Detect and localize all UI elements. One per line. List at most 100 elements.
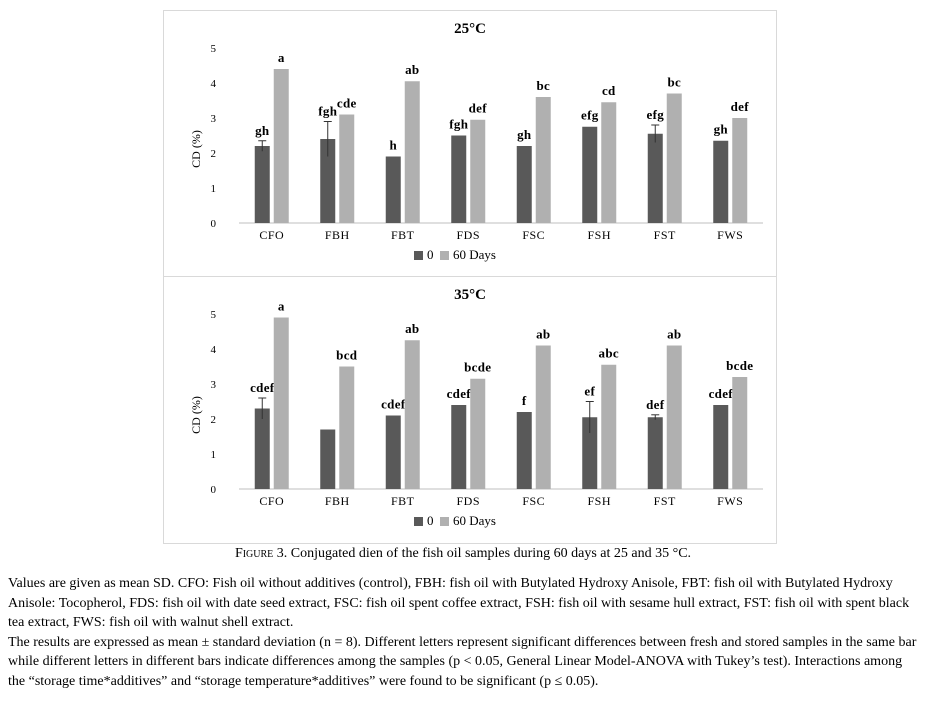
x-tick-label: FBT (391, 228, 415, 242)
significance-label: def (646, 397, 665, 412)
significance-label: f (522, 393, 527, 408)
chart-title: 25°C (454, 21, 486, 37)
bar-day0 (385, 156, 401, 223)
significance-label: cdef (250, 380, 275, 395)
bar-day0 (385, 415, 401, 489)
y-axis-label: CD (%) (189, 396, 203, 434)
bar-day60 (339, 114, 355, 223)
y-tick-label: 5 (211, 309, 217, 321)
bar-day0 (320, 429, 336, 489)
bar-day60 (470, 119, 486, 223)
significance-label: bc (667, 74, 681, 89)
y-tick-label: 4 (211, 344, 217, 356)
y-tick-label: 3 (211, 113, 217, 125)
y-tick-label: 0 (211, 218, 217, 230)
bar-day60 (470, 378, 486, 489)
chart-35c: 35°C CD (%) 0 1 2 3 4 5 CFO cdef a FBH bcd FBT cdef ab F… (189, 287, 763, 528)
figure-label: Figure 3. (234, 546, 288, 561)
significance-label: ef (584, 384, 595, 399)
significance-label: bcde (464, 360, 491, 375)
significance-label: ab (536, 326, 550, 341)
significance-label: fgh (449, 116, 468, 131)
y-tick-label: 5 (211, 43, 217, 55)
y-axis-label: CD (%) (189, 130, 203, 168)
significance-label: bc (536, 78, 550, 93)
notes-abbreviations: Values are given as mean SD. CFO: Fish o… (8, 576, 910, 630)
bar-day0 (451, 135, 467, 223)
significance-label: gh (714, 122, 729, 137)
legend-label: 60 Days (453, 247, 496, 262)
y-tick-label: 3 (211, 379, 217, 391)
significance-label: cd (602, 83, 616, 98)
bar-day60 (404, 340, 420, 489)
figure-notes: Values are given as mean SD. CFO: Fish o… (8, 574, 918, 691)
significance-label: abc (599, 346, 619, 361)
x-tick-label: CFO (259, 494, 284, 508)
legend-swatch (440, 251, 449, 260)
significance-label: def (731, 99, 750, 114)
bar-day60 (339, 366, 355, 489)
significance-label: cdef (381, 396, 406, 411)
bar-day60 (601, 364, 617, 489)
y-tick-label: 1 (211, 449, 217, 461)
chart-title: 35°C (454, 287, 486, 303)
bar-day60 (732, 118, 748, 223)
y-tick-label: 0 (211, 484, 217, 496)
bar-day0 (647, 417, 663, 489)
chart-25c: 25°CCD (%)012345CFOghaFBHfghcdeFBThabFDS… (189, 21, 763, 262)
bar-day0 (516, 146, 532, 223)
figure-caption-text: Conjugated dien of the fish oil samples … (287, 546, 692, 561)
significance-label: gh (517, 127, 532, 142)
x-tick-label: FSC (522, 494, 545, 508)
chart-panel-25c: 25°C CD (%) 0 1 2 3 4 5 CFO gh a FBH fgh cde FBT h ab FDS… (163, 10, 777, 278)
legend-label: 60 Days (453, 513, 496, 528)
bar-day0 (713, 140, 729, 223)
significance-label: ab (405, 321, 419, 336)
bar-day0 (647, 133, 663, 223)
significance-label: cdef (447, 386, 472, 401)
significance-label: ab (405, 62, 419, 77)
bar-day0 (582, 126, 598, 223)
x-tick-label: FBH (325, 228, 350, 242)
legend-swatch (414, 517, 423, 526)
bar-day0 (713, 405, 729, 489)
bar-day60 (601, 102, 617, 223)
notes-statistics: The results are expressed as mean ± stan… (8, 634, 917, 689)
y-tick-label: 1 (211, 183, 217, 195)
bar-day60 (404, 81, 420, 223)
significance-label: fgh (318, 104, 337, 119)
y-tick-label: 2 (211, 148, 217, 160)
x-tick-label: FST (654, 494, 676, 508)
chart-panel-35c: 35°C CD (%) 0 1 2 3 4 5 CFO cdef a FBH bcd FBT cdef ab F… (163, 276, 777, 544)
figure-caption: Figure 3. Conjugated dien of the fish oi… (0, 546, 926, 562)
significance-label: efg (647, 107, 665, 122)
x-tick-label: FDS (456, 228, 480, 242)
significance-label: efg (581, 108, 599, 123)
significance-label: a (278, 50, 285, 65)
significance-label: a (278, 298, 285, 313)
significance-label: gh (255, 123, 270, 138)
bar-day60 (666, 93, 682, 223)
x-tick-label: FSH (587, 494, 611, 508)
y-tick-label: 2 (211, 414, 217, 426)
significance-label: bcde (726, 358, 753, 373)
bar-day60 (666, 345, 682, 489)
bar-day60 (535, 345, 551, 489)
x-tick-label: FBT (391, 494, 415, 508)
significance-label: def (469, 101, 488, 116)
legend-swatch (440, 517, 449, 526)
legend-swatch (414, 251, 423, 260)
bar-day60 (535, 97, 551, 223)
bar-day0 (254, 146, 270, 223)
significance-label: bcd (336, 347, 358, 362)
x-tick-label: FSC (522, 228, 545, 242)
x-tick-label: CFO (259, 228, 284, 242)
x-tick-label: FWS (717, 494, 743, 508)
bar-day60 (273, 69, 289, 223)
y-tick-label: 4 (211, 78, 217, 90)
legend-label: 0 (427, 247, 434, 262)
x-tick-label: FWS (717, 228, 743, 242)
x-tick-label: FSH (587, 228, 611, 242)
x-tick-label: FBH (325, 494, 350, 508)
significance-label: cdef (709, 386, 734, 401)
